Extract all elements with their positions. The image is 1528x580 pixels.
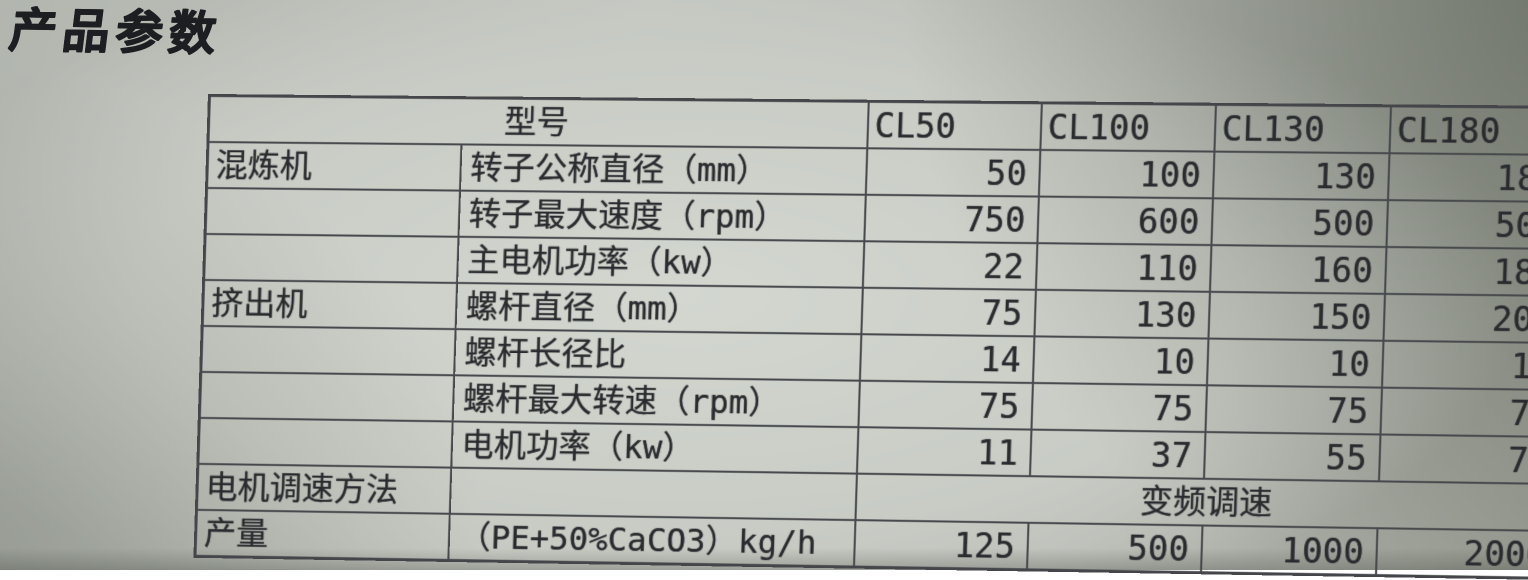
param-cell: （PE+50%CaCO3）kg/h [447, 513, 855, 568]
value-cell: 11 [856, 427, 1031, 477]
value-cell: 130 [1033, 289, 1210, 339]
value-cell: 14 [859, 334, 1034, 383]
group-cell [197, 417, 453, 468]
param-cell: 主电机功率（kw） [456, 236, 864, 288]
model-cell: CL180 [1388, 105, 1528, 155]
group-cell: 产量 [194, 509, 450, 561]
value-cell: 1000 [1200, 525, 1377, 576]
value-cell: 160 [1209, 245, 1386, 294]
value-cell: 22 [862, 241, 1037, 290]
param-cell: 螺杆长径比 [453, 329, 861, 381]
param-cell: 电机功率（kw） [450, 421, 858, 474]
group-cell: 混炼机 [206, 142, 461, 191]
value-cell: 600 [1036, 196, 1213, 246]
model-header-cell: 型号 [207, 95, 869, 149]
value-cell: 75 [1379, 387, 1528, 438]
group-cell: 电机调速方法 [196, 463, 451, 514]
value-cell: 75 [1204, 385, 1382, 435]
value-cell: 55 [1203, 432, 1380, 482]
value-cell: 75 [860, 287, 1036, 337]
param-cell [449, 467, 857, 521]
value-cell: 12 [1381, 340, 1528, 391]
model-cell: CL100 [1039, 102, 1216, 152]
value-cell: 2000 [1375, 528, 1528, 579]
group-cell [199, 371, 454, 422]
value-cell: 75 [857, 380, 1033, 430]
param-cell: 螺杆直径（mm） [455, 282, 863, 335]
value-cell: 180 [1387, 153, 1528, 203]
value-cell: 500 [1026, 522, 1202, 573]
page-title: 产品参数 [5, 2, 225, 62]
model-cell: CL50 [866, 101, 1042, 150]
value-cell: 10 [1206, 338, 1383, 388]
value-cell: 100 [1038, 149, 1214, 199]
value-cell: 37 [1029, 429, 1205, 479]
value-cell: 500 [1210, 198, 1388, 247]
model-cell: CL130 [1213, 104, 1391, 154]
group-cell [203, 233, 459, 283]
value-cell: 150 [1207, 291, 1385, 341]
value-cell: 75 [1378, 434, 1528, 485]
group-cell: 挤出机 [202, 279, 457, 330]
param-cell: 转子公称直径（mm） [459, 144, 867, 195]
value-cell: 750 [863, 194, 1039, 244]
value-cell: 50 [865, 148, 1040, 197]
value-cell: 110 [1035, 243, 1211, 292]
param-cell: 转子最大速度（rpm） [458, 190, 866, 242]
value-cell: 500 [1385, 200, 1528, 250]
param-cell: 螺杆最大转速（rpm） [452, 375, 860, 428]
value-cell: 200 [1382, 293, 1528, 344]
value-cell: 75 [1030, 382, 1207, 433]
value-cell: 180 [1384, 246, 1528, 297]
value-cell: 125 [853, 520, 1028, 570]
group-cell [205, 187, 460, 237]
value-cell: 130 [1212, 151, 1389, 201]
group-cell [200, 325, 456, 376]
spec-table: 型号 CL50 CL100 CL130 CL180 混炼机 转子公称直径（mm）… [193, 94, 1528, 580]
value-cell: 10 [1032, 336, 1208, 386]
